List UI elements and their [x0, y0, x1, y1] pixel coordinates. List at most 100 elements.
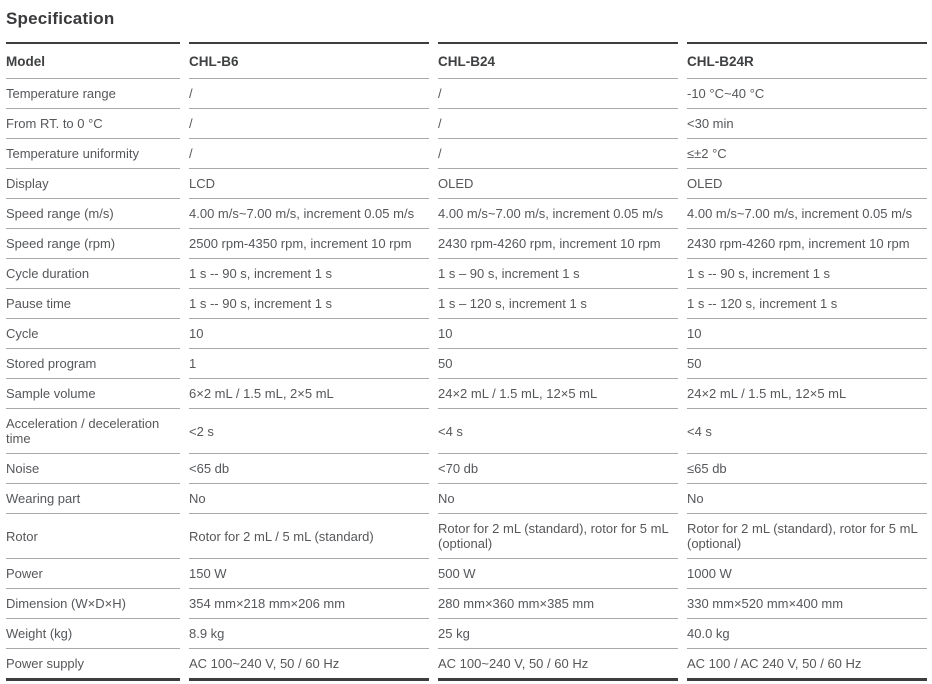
spec-value-cell: 4.00 m/s~7.00 m/s, increment 0.05 m/s	[438, 198, 678, 229]
table-row: Acceleration / deceleration time <2 s <4 s…	[6, 408, 927, 454]
column-gap	[678, 289, 687, 319]
column-gap	[180, 619, 189, 649]
column-gap	[429, 589, 438, 619]
column-gap	[429, 454, 438, 484]
spec-label-cell: Temperature uniformity	[6, 138, 180, 169]
spec-value-cell: 4.00 m/s~7.00 m/s, increment 0.05 m/s	[189, 198, 429, 229]
spec-label-cell: Wearing part	[6, 483, 180, 514]
spec-value-cell: 4.00 m/s~7.00 m/s, increment 0.05 m/s	[687, 198, 927, 229]
column-gap	[678, 79, 687, 109]
spec-value-cell: -10 °C~40 °C	[687, 78, 927, 109]
column-gap	[180, 454, 189, 484]
column-gap	[180, 229, 189, 259]
column-gap	[678, 649, 687, 680]
spec-label-cell: Cycle	[6, 318, 180, 349]
specification-table: Model CHL-B6 CHL-B24 CHL-B24R Temperatur…	[6, 42, 927, 681]
table-row: Stored program 1 50 50	[6, 348, 927, 379]
page-title: Specification	[6, 9, 115, 28]
column-gap	[678, 514, 687, 559]
spec-label-cell: Speed range (m/s)	[6, 198, 180, 229]
spec-value-cell: No	[189, 483, 429, 514]
spec-value-cell: 8.9 kg	[189, 618, 429, 649]
spec-value-cell: 2430 rpm-4260 rpm, increment 10 rpm	[687, 228, 927, 259]
column-gap	[429, 379, 438, 409]
column-gap	[678, 109, 687, 139]
column-gap	[678, 139, 687, 169]
spec-value-cell: AC 100 / AC 240 V, 50 / 60 Hz	[687, 648, 927, 681]
table-header-row: Model CHL-B6 CHL-B24 CHL-B24R	[6, 42, 927, 79]
spec-value-cell: 1	[189, 348, 429, 379]
table-row: Pause time 1 s -- 90 s, increment 1 s 1 s …	[6, 288, 927, 319]
spec-value-cell: /	[189, 138, 429, 169]
column-gap	[429, 409, 438, 454]
column-gap	[429, 319, 438, 349]
column-gap	[429, 109, 438, 139]
spec-value-cell: /	[438, 138, 678, 169]
column-gap	[678, 229, 687, 259]
spec-label-cell: Temperature range	[6, 78, 180, 109]
spec-value-cell: ≤65 db	[687, 453, 927, 484]
table-row: Temperature range / / -10 °C~40 °C	[6, 78, 927, 109]
column-gap	[678, 199, 687, 229]
spec-value-cell: /	[438, 78, 678, 109]
table-row: Wearing part No No No	[6, 483, 927, 514]
column-gap	[429, 649, 438, 680]
column-gap	[678, 454, 687, 484]
column-gap	[180, 349, 189, 379]
spec-label-cell: Rotor	[6, 513, 180, 559]
spec-value-cell: 6×2 mL / 1.5 mL, 2×5 mL	[189, 378, 429, 409]
column-gap	[180, 649, 189, 680]
column-gap	[678, 559, 687, 589]
column-gap	[180, 139, 189, 169]
table-row: Cycle duration 1 s -- 90 s, increment 1 s…	[6, 258, 927, 289]
column-gap	[678, 349, 687, 379]
spec-value-cell: <4 s	[438, 408, 678, 454]
spec-label-cell: Acceleration / deceleration time	[6, 408, 180, 454]
spec-value-cell: ≤±2 °C	[687, 138, 927, 169]
spec-label-cell: Weight (kg)	[6, 618, 180, 649]
spec-value-cell: 280 mm×360 mm×385 mm	[438, 588, 678, 619]
spec-value-cell: 25 kg	[438, 618, 678, 649]
column-gap	[180, 43, 189, 79]
column-gap	[180, 109, 189, 139]
spec-value-cell: 330 mm×520 mm×400 mm	[687, 588, 927, 619]
column-gap	[678, 619, 687, 649]
column-gap	[180, 169, 189, 199]
spec-value-cell: 500 W	[438, 558, 678, 589]
column-header-chl-b24: CHL-B24	[438, 42, 678, 79]
column-gap	[429, 349, 438, 379]
spec-label-cell: Speed range (rpm)	[6, 228, 180, 259]
spec-value-cell: 2430 rpm-4260 rpm, increment 10 rpm	[438, 228, 678, 259]
spec-label-cell: Power	[6, 558, 180, 589]
table-row: Power 150 W 500 W 1000 W	[6, 558, 927, 589]
spec-value-cell: Rotor for 2 mL / 5 mL (standard)	[189, 513, 429, 559]
table-row: Speed range (m/s) 4.00 m/s~7.00 m/s, incr…	[6, 198, 927, 229]
spec-value-cell: 1 s – 90 s, increment 1 s	[438, 258, 678, 289]
column-gap	[678, 409, 687, 454]
spec-value-cell: 1 s -- 90 s, increment 1 s	[189, 288, 429, 319]
spec-value-cell: <65 db	[189, 453, 429, 484]
table-row: Weight (kg) 8.9 kg 25 kg 40.0 kg	[6, 618, 927, 649]
column-gap	[180, 79, 189, 109]
spec-value-cell: Rotor for 2 mL (standard), rotor for 5 m…	[687, 513, 927, 559]
table-row: Dimension (W×D×H) 354 mm×218 mm×206 mm 280…	[6, 588, 927, 619]
spec-value-cell: Rotor for 2 mL (standard), rotor for 5 m…	[438, 513, 678, 559]
spec-value-cell: <30 min	[687, 108, 927, 139]
spec-value-cell: 50	[438, 348, 678, 379]
spec-value-cell: 10	[438, 318, 678, 349]
column-gap	[180, 379, 189, 409]
spec-label-cell: Pause time	[6, 288, 180, 319]
spec-label-cell: From RT. to 0 °C	[6, 108, 180, 139]
spec-value-cell: AC 100~240 V, 50 / 60 Hz	[438, 648, 678, 681]
spec-value-cell: OLED	[438, 168, 678, 199]
column-gap	[429, 259, 438, 289]
spec-value-cell: No	[687, 483, 927, 514]
spec-label-cell: Stored program	[6, 348, 180, 379]
column-gap	[429, 229, 438, 259]
column-header-chl-b6: CHL-B6	[189, 42, 429, 79]
column-gap	[678, 379, 687, 409]
table-row: Temperature uniformity / / ≤±2 °C	[6, 138, 927, 169]
column-gap	[429, 43, 438, 79]
spec-value-cell: 24×2 mL / 1.5 mL, 12×5 mL	[438, 378, 678, 409]
